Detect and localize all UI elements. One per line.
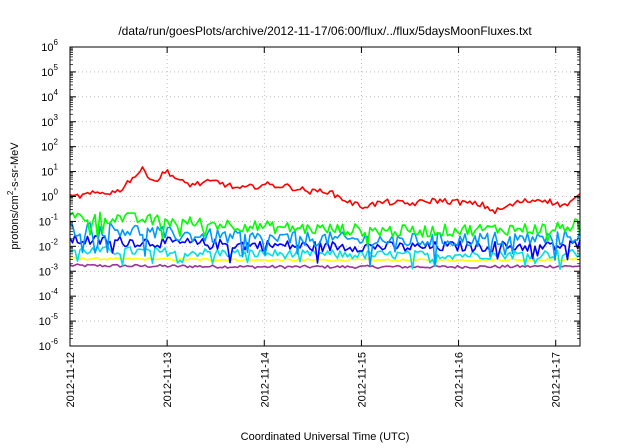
x-axis-ticks: 2012-11-12 2012-11-13 2012-11-14 2012-11-15… <box>65 47 563 407</box>
y-axis-ticks: 10-6 10-5 10-4 10-3 10-2 10-1 100 101 102 103 104 1… <box>39 38 580 353</box>
series-line-6 <box>69 256 581 263</box>
series-line-4 <box>69 234 581 264</box>
y-axis-label: protons/cm2-s-sr-MeV <box>6 142 21 250</box>
x-tick-label: 2012-11-17 <box>551 352 563 407</box>
series-line-7 <box>69 263 581 270</box>
y-tick-label: 102 <box>41 138 58 154</box>
y-tick-label: 103 <box>41 113 58 129</box>
y-tick-label: 10-6 <box>39 337 59 353</box>
y-tick-label: 10-5 <box>39 312 59 328</box>
y-axis-label-rest: -s-sr-MeV <box>9 142 21 191</box>
y-tick-label: 104 <box>41 88 58 104</box>
y-tick-label: 105 <box>41 63 58 79</box>
series-lines <box>69 166 581 270</box>
y-axis-label-base: protons/cm <box>9 195 21 249</box>
y-tick-label: 106 <box>41 38 58 54</box>
x-tick-label: 2012-11-12 <box>65 352 77 407</box>
chart-title: /data/run/goesPlots/archive/2012-11-17/0… <box>118 24 532 38</box>
y-tick-label: 10-3 <box>39 262 59 278</box>
x-tick-label: 2012-11-14 <box>259 352 271 407</box>
x-tick-label: 2012-11-13 <box>162 352 174 407</box>
x-axis-label: Coordinated Universal Time (UTC) <box>241 431 410 443</box>
y-axis-label-sup: 2 <box>6 190 15 195</box>
series-line-2 <box>69 211 581 246</box>
y-tick-label: 100 <box>41 188 58 204</box>
series-line-3 <box>69 221 581 268</box>
series-line-1 <box>69 166 581 215</box>
y-tick-label: 10-1 <box>39 212 59 228</box>
y-tick-label: 10-4 <box>39 287 59 303</box>
y-tick-label: 10-2 <box>39 237 59 253</box>
x-tick-label: 2012-11-16 <box>454 352 466 407</box>
y-tick-label: 101 <box>41 163 58 179</box>
grid <box>70 47 580 346</box>
x-tick-label: 2012-11-15 <box>356 352 368 407</box>
